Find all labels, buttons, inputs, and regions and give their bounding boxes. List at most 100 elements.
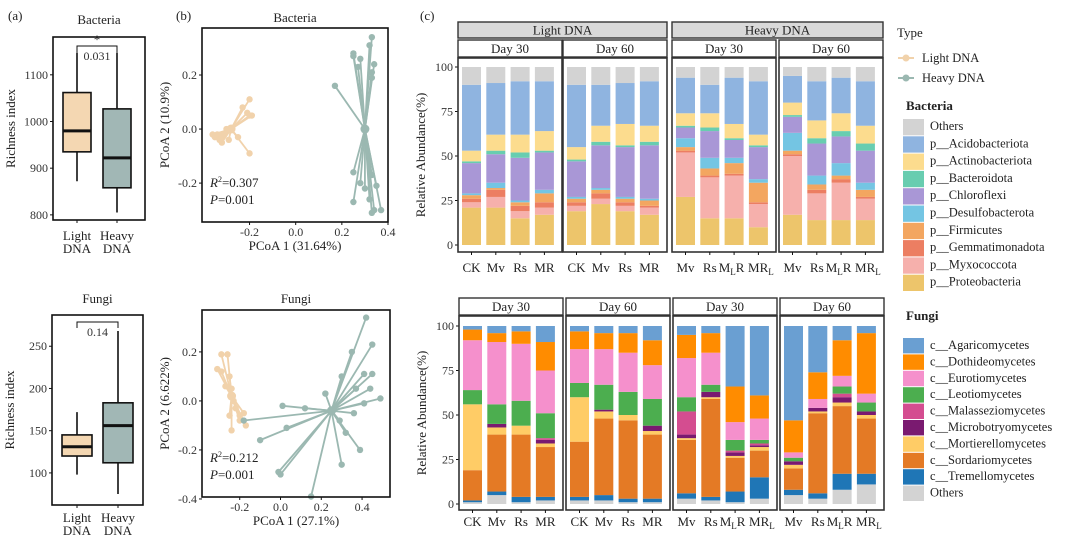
bar-segment-acidobacteriota bbox=[700, 84, 720, 114]
y-axis-label: Relative Abundance(%) bbox=[413, 93, 428, 218]
bar-segment-others bbox=[567, 67, 586, 85]
bar-segment-gemmatimonadota bbox=[462, 198, 481, 203]
y-tick-label: 100 bbox=[29, 466, 47, 480]
data-point bbox=[232, 405, 239, 412]
x-tick-label: 0.2 bbox=[334, 225, 349, 239]
stack-bacteria-legend: Bacteria Others p__Acidobacteriota p__Actin… bbox=[903, 98, 1045, 291]
panel-label: (a) bbox=[8, 8, 22, 23]
y-tick-label: 0.0 bbox=[182, 394, 197, 408]
bar-segment-proteobacteria bbox=[783, 214, 802, 245]
bar-segment-acidobacteriota bbox=[591, 84, 611, 126]
bar-segment-malasseziomycetes bbox=[677, 411, 696, 435]
p-annotation: P=0.001 bbox=[209, 192, 255, 207]
data-point bbox=[352, 385, 360, 392]
label-text: Rs bbox=[704, 514, 718, 529]
bar-segment-dothideomycetes bbox=[749, 395, 769, 419]
legend-swatch bbox=[903, 452, 924, 469]
legend-label: c__Microbotryomycetes bbox=[930, 420, 1052, 434]
bar-segment-leotiomycetes bbox=[701, 384, 721, 392]
x-tick-label: MLR bbox=[826, 260, 852, 277]
bar-segment-agaricomycetes bbox=[463, 326, 482, 330]
bar-segment-chloroflexi bbox=[639, 145, 659, 199]
day-strip bbox=[779, 297, 885, 316]
bar-segment-firmicutes bbox=[486, 188, 506, 190]
chart-title: Fungi bbox=[281, 291, 312, 306]
bar-segment-eurotiomycetes bbox=[749, 418, 769, 440]
bar-segment-chloroflexi bbox=[462, 163, 481, 194]
x-tick-label: Rs bbox=[811, 514, 825, 529]
x-tick-label: Mv bbox=[677, 514, 696, 529]
y-tick-label: 150 bbox=[29, 424, 47, 438]
bar-segment-tremellomycetes bbox=[701, 496, 721, 501]
label-text: M bbox=[826, 260, 838, 275]
bar-segment-proteobacteria bbox=[567, 211, 586, 245]
legend-swatch bbox=[903, 469, 924, 485]
bar-segment-tremellomycetes bbox=[618, 498, 638, 503]
bar-segment-others bbox=[510, 67, 530, 82]
bar-segment-agaricomycetes bbox=[618, 326, 638, 334]
label-text: Mv bbox=[592, 260, 611, 275]
bar-segment-sordariomycetes bbox=[725, 457, 745, 492]
stacked-bar bbox=[832, 326, 852, 504]
y-axis-label: PCoA 2 (10.9%) bbox=[157, 82, 172, 168]
bar-segment-dothideomycetes bbox=[642, 340, 662, 366]
bar-segment-firmicutes bbox=[855, 189, 875, 197]
bar-segment-proteobacteria bbox=[534, 214, 554, 245]
legend-point-icon bbox=[902, 54, 910, 62]
stacked-bar bbox=[534, 67, 554, 245]
day-strip bbox=[458, 297, 564, 316]
data-point bbox=[279, 402, 286, 410]
x-axis-label: PCoA 1 (27.1%) bbox=[253, 513, 339, 528]
x-tick-label: MLR bbox=[719, 260, 745, 277]
spider-line bbox=[331, 387, 371, 412]
spider-line bbox=[357, 66, 366, 130]
label-subscript: L bbox=[731, 521, 737, 531]
legend-label: p__Myxococcota bbox=[930, 257, 1017, 271]
bar-segment-agaricomycetes bbox=[856, 326, 876, 334]
legend-label: p__Chloroflexi bbox=[930, 188, 1007, 202]
data-point bbox=[322, 390, 329, 397]
stacked-bar bbox=[749, 326, 769, 504]
bar-segment-eurotiomycetes bbox=[535, 370, 555, 414]
y-tick-label: 0 bbox=[448, 497, 454, 511]
bar-segment-dothideomycetes bbox=[463, 329, 482, 341]
stacked-bar bbox=[856, 326, 876, 504]
label-text: M bbox=[827, 514, 839, 529]
data-point bbox=[366, 196, 373, 203]
bar-segment-leotiomycetes bbox=[618, 391, 638, 415]
data-point bbox=[367, 385, 374, 392]
series-heavy-dna bbox=[331, 33, 385, 217]
label-subscript: L bbox=[876, 521, 882, 531]
data-point bbox=[234, 133, 242, 141]
legend-label: p__Firmicutes bbox=[930, 223, 1002, 237]
bar-segment-gemmatimonadota bbox=[639, 205, 659, 208]
bar-segment-acidobacteriota bbox=[486, 83, 506, 135]
bar-segment-myxococcota bbox=[783, 156, 802, 215]
bar-segment-bacteroidota bbox=[700, 127, 720, 132]
bar-segment-dothideomycetes bbox=[487, 333, 507, 343]
bar-segment-actinobacteriota bbox=[831, 113, 851, 132]
label-text: Mv bbox=[488, 514, 507, 529]
p-value: =0.001 bbox=[218, 467, 255, 482]
legend-label: p__Actinobacteriota bbox=[930, 154, 1032, 168]
bar-segment-sordariomycetes bbox=[701, 398, 721, 497]
bar-segment-eurotiomycetes bbox=[701, 352, 721, 385]
bar-segment-actinobacteriota bbox=[676, 113, 695, 126]
bar-segment-desulfobacterota bbox=[724, 157, 744, 164]
data-point bbox=[350, 52, 357, 60]
bar-segment-myxococcota bbox=[462, 202, 481, 208]
x-tick-label: CK bbox=[462, 260, 481, 275]
x-tick-label: 0.2 bbox=[314, 500, 329, 514]
bar-segment-chloroflexi bbox=[567, 161, 586, 197]
bar-segment-acidobacteriota bbox=[855, 81, 875, 126]
x-tick-label: Rs bbox=[810, 260, 824, 275]
stacked-bar bbox=[701, 326, 721, 504]
legend-label: Heavy DNA bbox=[922, 71, 985, 85]
x-tick-label: Mv bbox=[783, 260, 802, 275]
spider-line bbox=[330, 344, 374, 412]
data-point bbox=[226, 373, 233, 380]
y-tick-label: 75 bbox=[442, 364, 454, 378]
bar-segment-leotiomycetes bbox=[642, 398, 662, 426]
bar-segment-proteobacteria bbox=[748, 227, 768, 245]
bar-segment-eurotiomycetes bbox=[677, 358, 696, 398]
